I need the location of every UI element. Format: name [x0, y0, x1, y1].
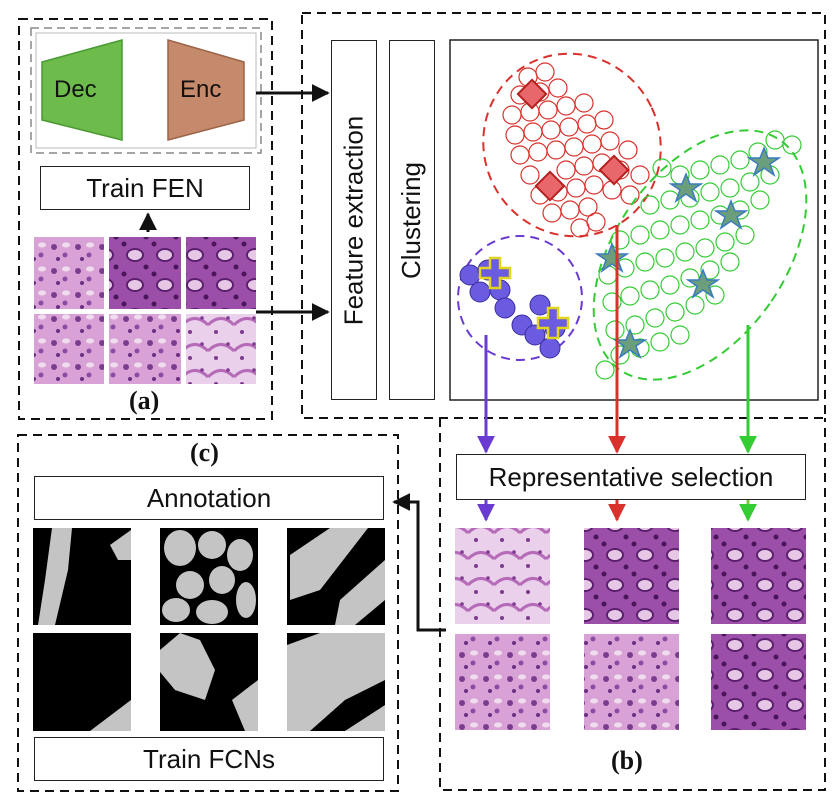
network-frame: [30, 27, 262, 154]
tile-a6: [186, 314, 256, 384]
training-tiles: [34, 237, 256, 384]
mask-6: [287, 633, 385, 731]
mask-2: [160, 528, 258, 625]
encoder-label: Enc: [180, 76, 222, 103]
tile-b1: [455, 528, 550, 624]
decoder-label: Dec: [54, 76, 97, 103]
network-inner-frame: [35, 32, 257, 149]
arrow-selection-to-annotation: [392, 493, 446, 632]
tile-b3: [711, 528, 806, 624]
representative-selection-box: Representative selection: [456, 454, 806, 500]
tile-b4: [455, 634, 550, 730]
clustering-label: Clustering: [396, 161, 427, 279]
panel-a-frame: [18, 18, 273, 420]
panel-label-a: (a): [129, 386, 160, 415]
feature-extraction-box: Feature extraction: [331, 40, 377, 400]
encoder-shape: [167, 39, 245, 141]
tile-b5: [584, 634, 679, 730]
train-fen-box: Train FEN: [40, 166, 250, 210]
tile-b2: [584, 528, 679, 624]
train-fcns-box: Train FCNs: [34, 737, 384, 781]
mask-3: [287, 528, 385, 625]
feature-extraction-label: Feature extraction: [338, 115, 369, 325]
tile-a4: [34, 314, 104, 384]
selected-tiles: [455, 528, 806, 730]
mask-5: [160, 633, 258, 731]
panel-b-frame-top: [301, 12, 826, 419]
tile-a1: [34, 237, 104, 309]
mask-4: [33, 633, 131, 731]
train-fcns-label: Train FCNs: [143, 743, 275, 774]
mask-1: [33, 528, 131, 625]
train-fen-label: Train FEN: [86, 172, 204, 203]
tile-b6: [711, 634, 806, 730]
cluster-green: [592, 129, 808, 381]
tile-a3: [186, 237, 256, 309]
annotation-box: Annotation: [34, 476, 384, 520]
annotation-label: Annotation: [146, 482, 272, 513]
panel-b-frame-bottom: [439, 418, 826, 791]
representative-selection-label: Representative selection: [488, 461, 774, 492]
tile-a2: [109, 237, 181, 309]
clustering-box: Clustering: [389, 40, 435, 400]
decoder-shape: [41, 39, 123, 141]
panel-c-frame: [17, 434, 399, 792]
cluster-purple: [457, 235, 583, 361]
panel-label-b: (b): [611, 746, 643, 775]
panel-label-c: (c): [190, 438, 219, 467]
annotation-masks: [33, 528, 385, 731]
tile-a5: [109, 314, 181, 384]
